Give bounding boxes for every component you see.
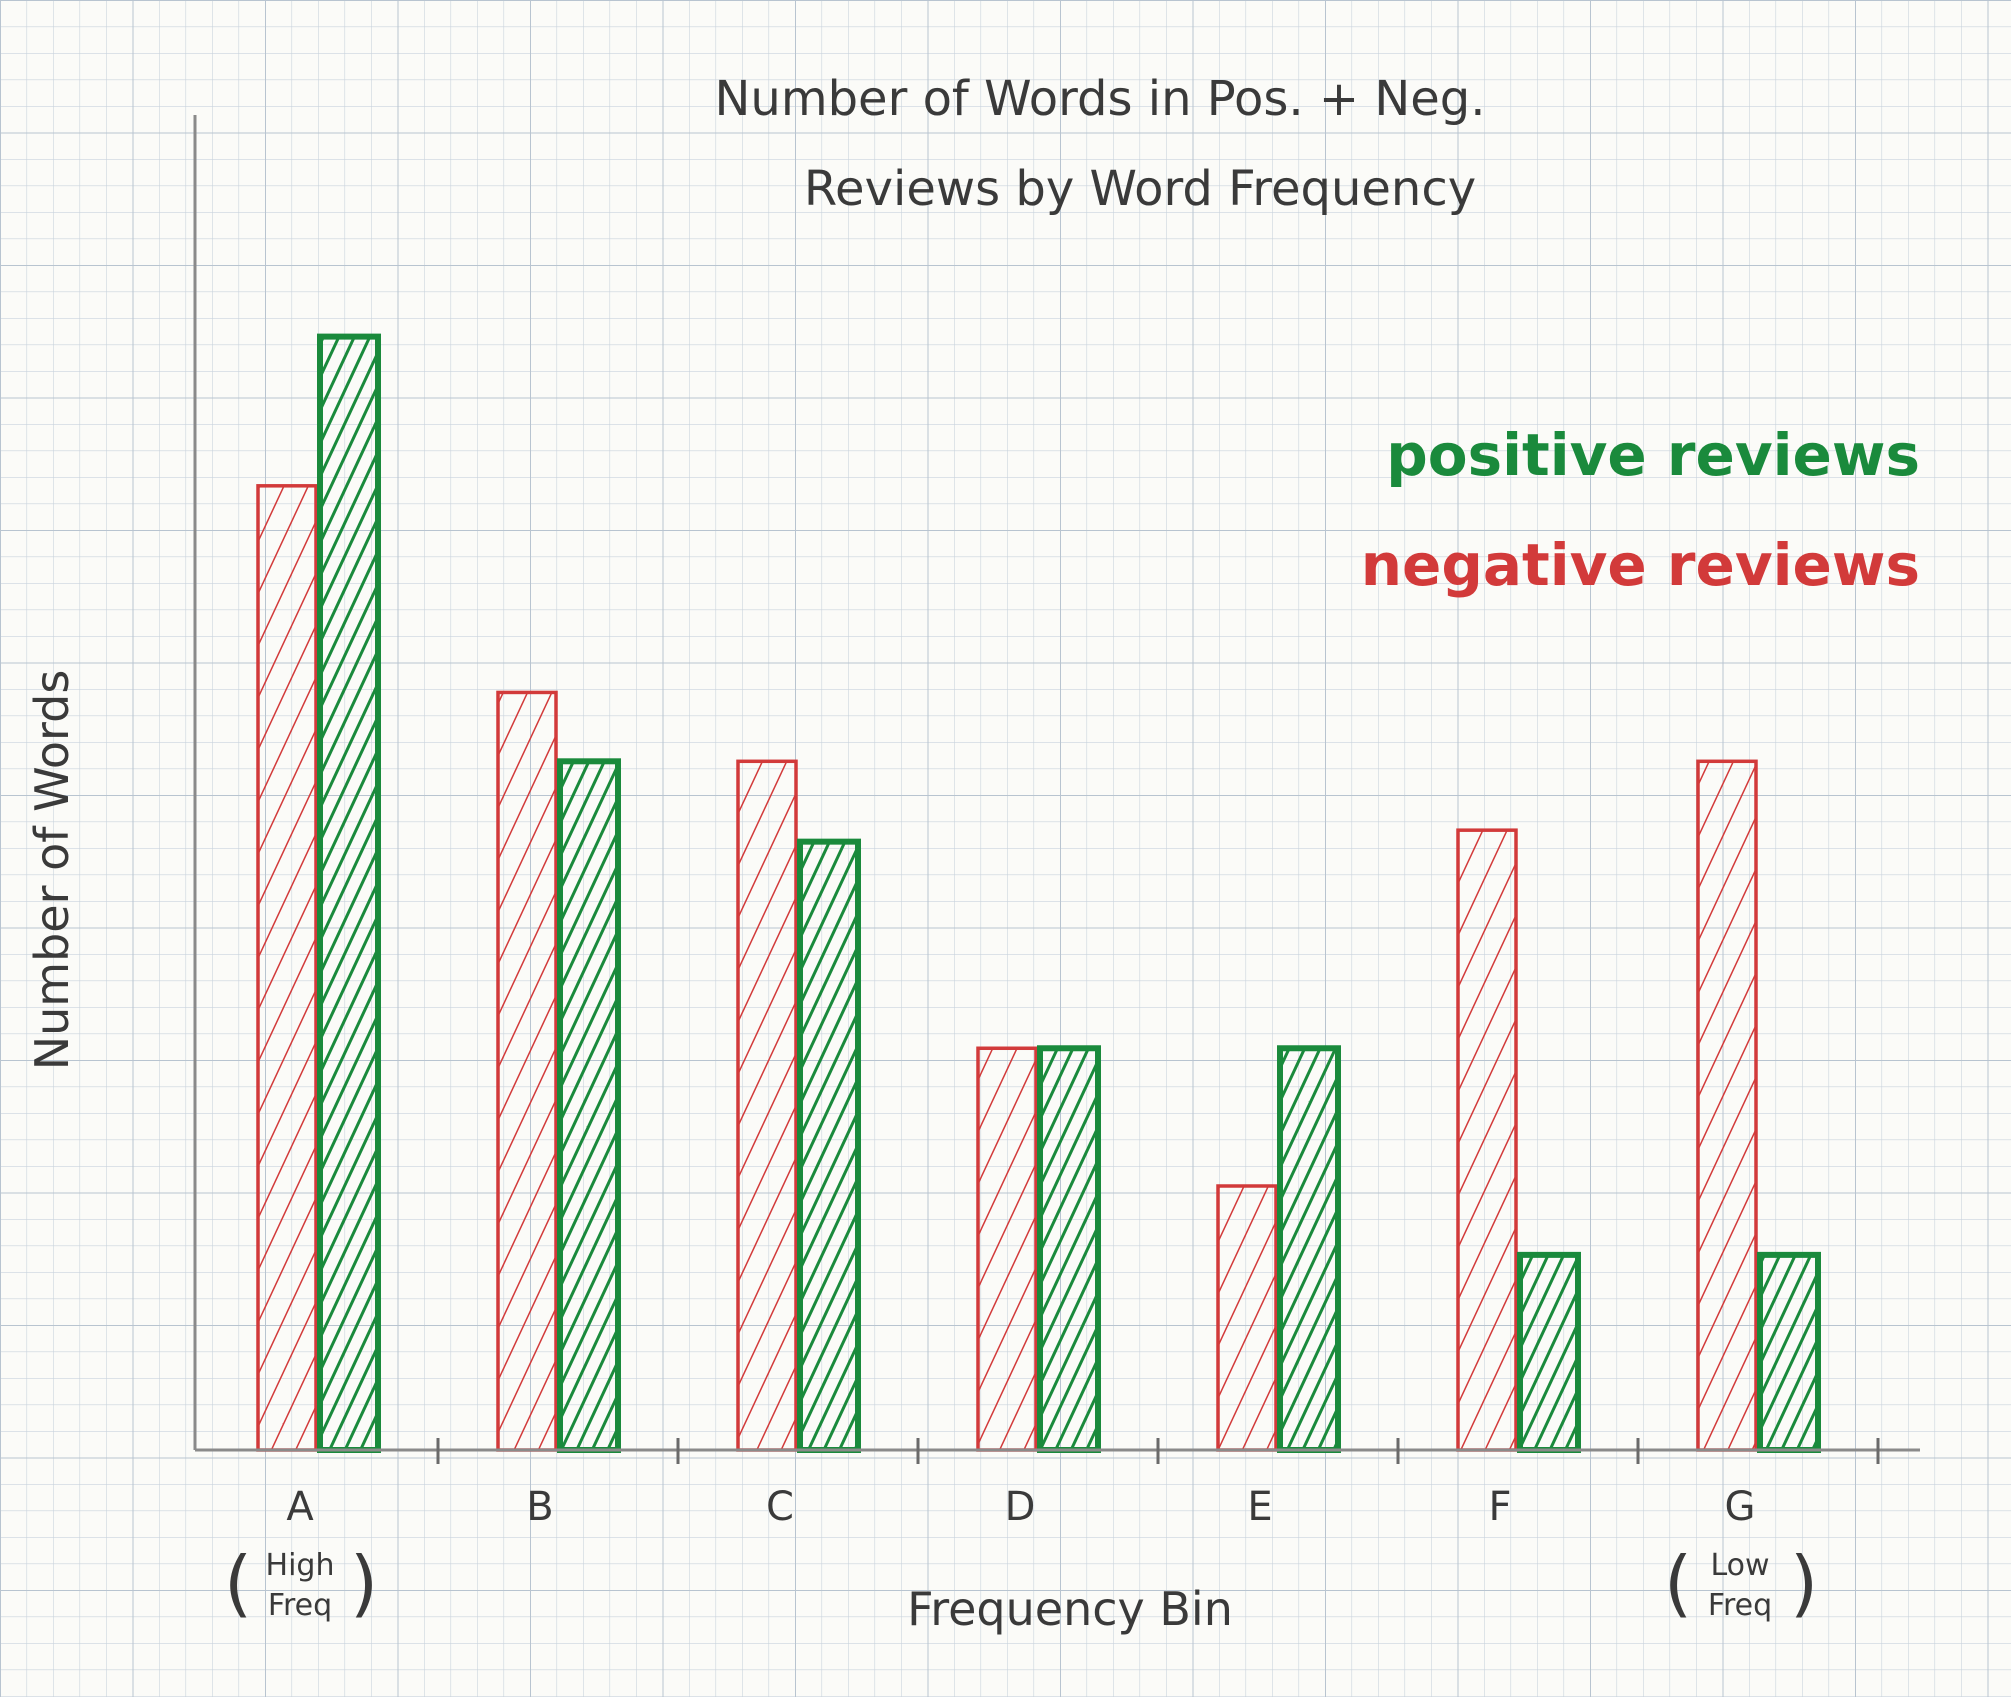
x-tick-label-A: A xyxy=(286,1484,314,1530)
axes-group xyxy=(193,115,1920,1464)
x-tick-label-C: C xyxy=(766,1484,794,1530)
note-paren-close: ) xyxy=(350,1541,378,1625)
x-tick-labels: A () High Freq B C D E F G () Low Freq xyxy=(224,1484,1818,1625)
bar-positive-reviews-F xyxy=(1517,1251,1581,1453)
bar-negative-reviews-B xyxy=(496,690,558,1452)
note-paren-open: ( xyxy=(1664,1541,1692,1625)
x-tick-note-A-0: High xyxy=(266,1548,335,1583)
bar-negative-reviews-A xyxy=(256,484,318,1452)
chart-title: Number of Words in Pos. + Neg. Reviews b… xyxy=(714,71,1485,217)
x-tick-label-D: D xyxy=(1005,1484,1036,1530)
x-tick-note-G-0: Low xyxy=(1710,1548,1769,1583)
bar-negative-reviews-C xyxy=(736,759,798,1452)
bar-positive-reviews-A xyxy=(317,333,381,1454)
note-paren-close: ) xyxy=(1790,1541,1818,1625)
y-axis-label: Number of Words xyxy=(25,670,79,1071)
bar-positive-reviews-G xyxy=(1757,1251,1821,1453)
bar-positive-reviews-C xyxy=(797,838,861,1453)
chart-title-line-1: Number of Words in Pos. + Neg. xyxy=(714,71,1485,127)
x-tick-note-A-1: Freq xyxy=(268,1588,332,1623)
legend: positive reviews negative reviews xyxy=(1361,421,1920,599)
x-tick-note-G-1: Freq xyxy=(1708,1588,1772,1623)
x-axis-label: Frequency Bin xyxy=(907,1582,1233,1636)
bar-positive-reviews-E xyxy=(1277,1045,1341,1453)
x-tick-label-E: E xyxy=(1247,1484,1272,1530)
bar-positive-reviews-D xyxy=(1037,1045,1101,1453)
bars-group xyxy=(256,333,1821,1454)
bar-negative-reviews-E xyxy=(1216,1184,1278,1452)
bar-negative-reviews-D xyxy=(976,1046,1038,1452)
legend-item-positive-reviews: positive reviews xyxy=(1386,421,1920,489)
bar-negative-reviews-F xyxy=(1456,828,1518,1452)
chart-title-line-2: Reviews by Word Frequency xyxy=(804,161,1476,217)
x-tick-label-G: G xyxy=(1725,1484,1756,1530)
x-tick-label-B: B xyxy=(526,1484,553,1530)
x-tick-label-F: F xyxy=(1488,1484,1511,1530)
bar-positive-reviews-B xyxy=(557,758,621,1453)
legend-item-negative-reviews: negative reviews xyxy=(1361,531,1920,599)
note-paren-open: ( xyxy=(224,1541,252,1625)
bar-negative-reviews-G xyxy=(1696,759,1758,1452)
